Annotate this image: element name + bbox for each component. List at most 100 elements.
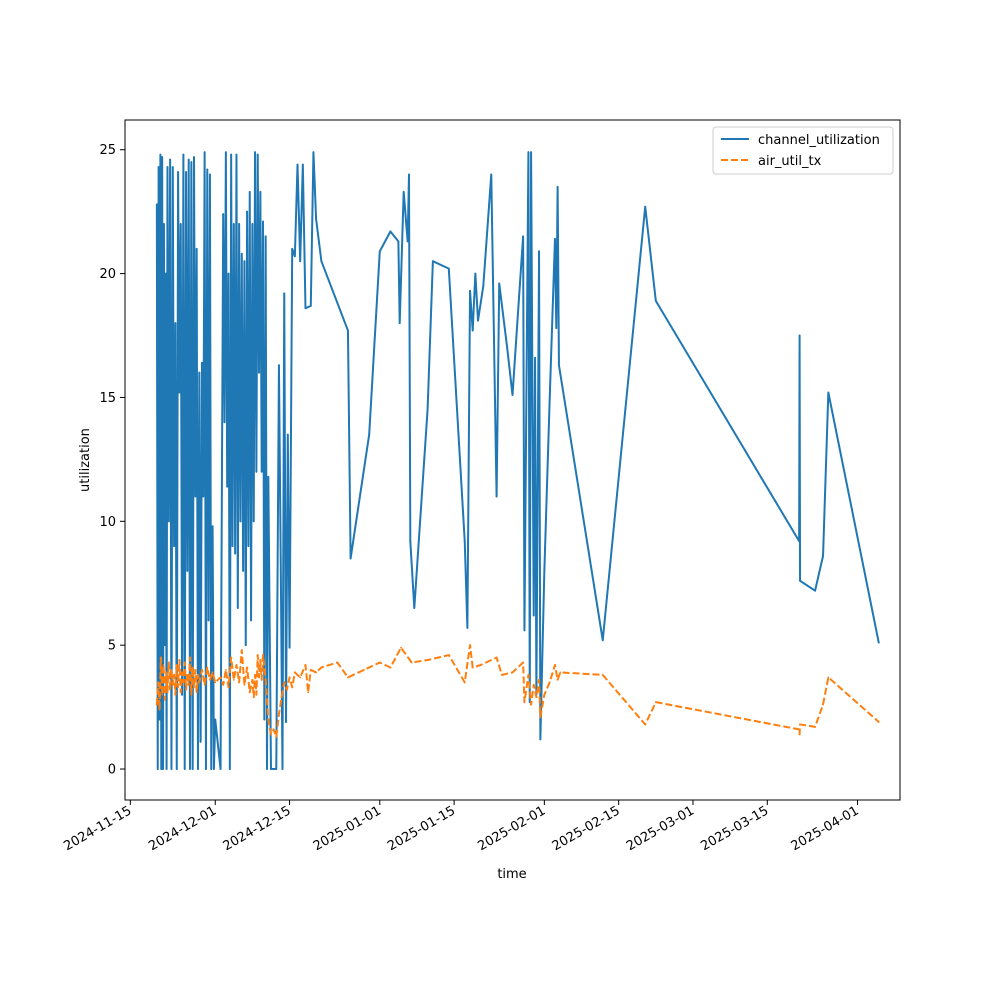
data-point-channel-utilization	[463, 540, 466, 543]
data-point-air-util-tx	[315, 671, 317, 674]
data-point-channel-utilization	[260, 470, 263, 473]
data-point-channel-utilization	[263, 718, 266, 721]
data-point-channel-utilization	[156, 768, 159, 770]
data-point-channel-utilization	[157, 166, 160, 168]
data-point-air-util-tx	[178, 659, 181, 661]
data-point-channel-utilization	[447, 267, 450, 270]
data-point-channel-utilization	[166, 166, 169, 168]
data-point-air-util-tx	[190, 693, 193, 696]
data-point-air-util-tx	[258, 676, 260, 679]
data-point-air-util-tx	[169, 688, 172, 691]
data-point-channel-utilization	[227, 272, 230, 275]
data-point-channel-utilization	[210, 768, 213, 770]
data-point-air-util-tx	[511, 671, 514, 674]
data-point-channel-utilization	[187, 158, 190, 161]
data-point-channel-utilization	[539, 738, 542, 741]
data-point-air-util-tx	[447, 654, 450, 656]
data-point-channel-utilization	[466, 626, 469, 629]
data-point-channel-utilization	[291, 247, 294, 250]
data-point-air-util-tx	[211, 671, 214, 674]
data-point-channel-utilization	[195, 247, 198, 250]
data-point-channel-utilization	[258, 371, 260, 374]
data-point-channel-utilization	[798, 540, 801, 543]
x-axis-label: time	[497, 867, 526, 882]
data-point-channel-utilization	[490, 173, 493, 176]
data-point-air-util-tx	[463, 681, 466, 684]
data-point-channel-utilization	[161, 156, 164, 159]
data-point-air-util-tx	[798, 728, 801, 731]
data-point-channel-utilization	[312, 151, 315, 154]
data-point-channel-utilization	[171, 166, 174, 168]
data-point-channel-utilization	[495, 495, 498, 498]
legend-label-channel-utilization: channel_utilization	[758, 133, 880, 148]
data-point-air-util-tx	[235, 664, 238, 666]
data-point-channel-utilization	[378, 250, 381, 253]
data-point-channel-utilization	[534, 356, 536, 359]
legend-label-air-util-tx: air_util_tx	[758, 154, 822, 169]
data-point-channel-utilization	[266, 768, 268, 770]
data-point-channel-utilization	[160, 768, 163, 770]
data-point-channel-utilization	[170, 768, 173, 770]
data-point-air-util-tx	[224, 669, 227, 671]
data-point-channel-utilization	[181, 693, 183, 696]
data-point-channel-utilization	[178, 391, 181, 394]
data-point-channel-utilization	[226, 485, 229, 488]
data-point-air-util-tx	[227, 686, 230, 689]
data-point-air-util-tx	[378, 661, 381, 664]
data-point-channel-utilization	[203, 151, 206, 154]
data-point-air-util-tx	[469, 644, 471, 647]
plot-frame	[124, 119, 901, 801]
data-point-channel-utilization	[320, 260, 323, 263]
data-point-air-util-tx	[189, 656, 191, 659]
data-point-air-util-tx	[877, 721, 880, 723]
data-point-air-util-tx	[260, 678, 263, 681]
data-point-channel-utilization	[798, 334, 801, 337]
data-point-channel-utilization	[406, 240, 409, 243]
data-point-channel-utilization	[413, 607, 416, 609]
data-point-air-util-tx	[495, 656, 498, 659]
data-point-air-util-tx	[166, 691, 169, 694]
data-point-air-util-tx	[157, 681, 160, 684]
data-point-channel-utilization	[167, 520, 170, 523]
data-point-channel-utilization	[532, 614, 535, 617]
data-point-air-util-tx	[299, 676, 302, 679]
data-point-air-util-tx	[259, 659, 262, 661]
data-point-air-util-tx	[170, 669, 173, 671]
data-point-channel-utilization	[183, 768, 186, 770]
data-point-channel-utilization	[822, 555, 824, 557]
data-point-channel-utilization	[506, 347, 509, 349]
data-point-air-util-tx	[198, 681, 201, 684]
data-point-channel-utilization	[211, 525, 214, 528]
data-point-channel-utilization	[293, 255, 296, 258]
data-point-channel-utilization	[309, 304, 312, 307]
data-point-channel-utilization	[247, 545, 250, 547]
data-point-channel-utilization	[256, 153, 259, 156]
data-point-air-util-tx	[182, 681, 185, 684]
data-point-channel-utilization	[199, 740, 202, 743]
data-point-air-util-tx	[219, 676, 222, 679]
data-point-air-util-tx	[174, 693, 177, 696]
data-point-channel-utilization	[185, 171, 187, 173]
data-point-channel-utilization	[522, 235, 525, 238]
data-point-channel-utilization	[194, 495, 197, 498]
data-point-channel-utilization	[389, 230, 392, 233]
data-point-channel-utilization	[239, 520, 242, 523]
data-point-air-util-tx	[254, 674, 256, 676]
data-point-air-util-tx	[222, 683, 225, 686]
data-point-channel-utilization	[827, 391, 830, 394]
data-point-air-util-tx	[347, 676, 349, 679]
data-point-channel-utilization	[555, 327, 558, 329]
y-axis-ticks: 0 5 10 15 20 25	[99, 143, 125, 778]
series-air-util-tx	[155, 644, 880, 738]
data-point-air-util-tx	[161, 693, 164, 696]
data-point-air-util-tx	[171, 683, 174, 686]
data-point-channel-utilization	[296, 163, 299, 166]
data-point-channel-utilization	[270, 768, 272, 770]
data-point-air-util-tx	[214, 681, 217, 684]
data-point-air-util-tx	[272, 728, 275, 731]
data-point-channel-utilization	[232, 223, 235, 225]
data-point-air-util-tx	[278, 713, 280, 716]
data-point-channel-utilization	[193, 156, 195, 159]
data-point-channel-utilization	[255, 470, 258, 473]
